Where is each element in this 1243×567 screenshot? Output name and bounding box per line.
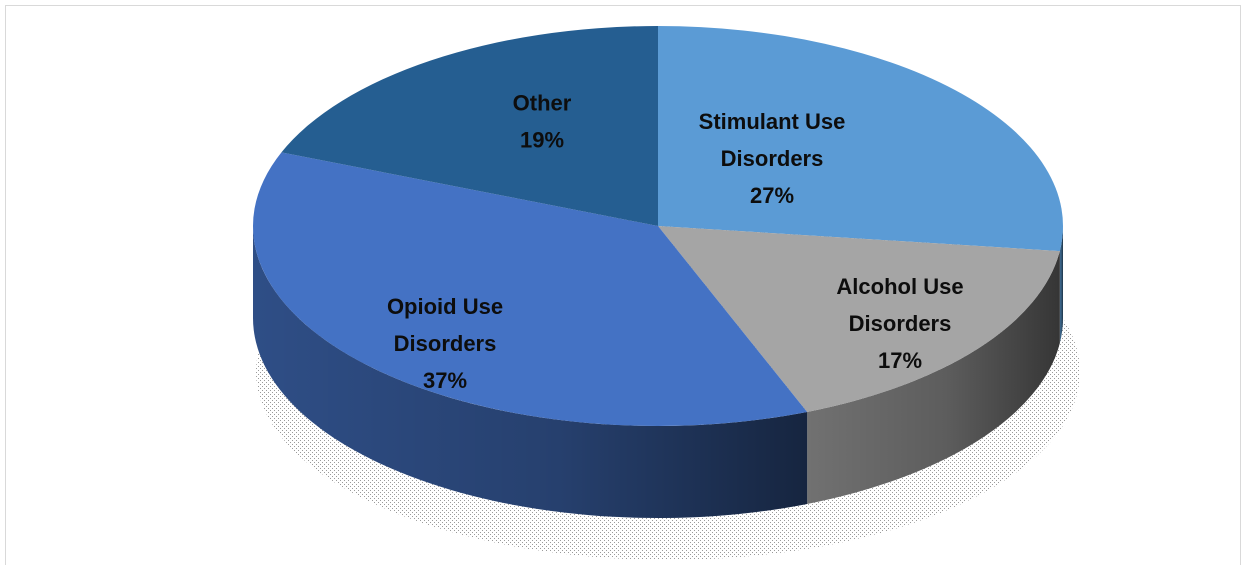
pie-side-shade-alcohol-use: [807, 251, 1060, 504]
slice-label-other: Other: [513, 90, 572, 115]
pie-side-shade-opioid-use: [253, 226, 808, 518]
pie-sides: [253, 226, 1063, 518]
slice-label-opioid-use: Opioid Use: [387, 294, 503, 319]
pie-side-shade-stimulant-use: [1059, 226, 1063, 344]
slice-label-other: 19%: [520, 127, 564, 152]
slice-label-opioid-use: 37%: [423, 368, 467, 393]
slice-label-stimulant-use: Stimulant Use: [699, 109, 846, 134]
pie-slice-stimulant-use: [658, 26, 1063, 252]
pie-slice-alcohol-use: [658, 226, 1060, 412]
chart-frame: [5, 5, 1241, 565]
slice-label-opioid-use: Disorders: [394, 331, 497, 356]
slice-label-alcohol-use: Disorders: [849, 311, 952, 336]
pie-slice-opioid-use: [252, 152, 808, 426]
pie-labels: Stimulant Use Disorders 27% Alcohol Use Diso…: [387, 90, 964, 393]
slice-label-alcohol-use: Alcohol Use: [836, 274, 963, 299]
slice-label-alcohol-use: 17%: [878, 348, 922, 373]
slice-label-stimulant-use: 27%: [750, 183, 794, 208]
pie-slice-other: [281, 26, 658, 226]
pie-slices: [252, 26, 1063, 426]
slice-label-stimulant-use: Disorders: [721, 146, 824, 171]
